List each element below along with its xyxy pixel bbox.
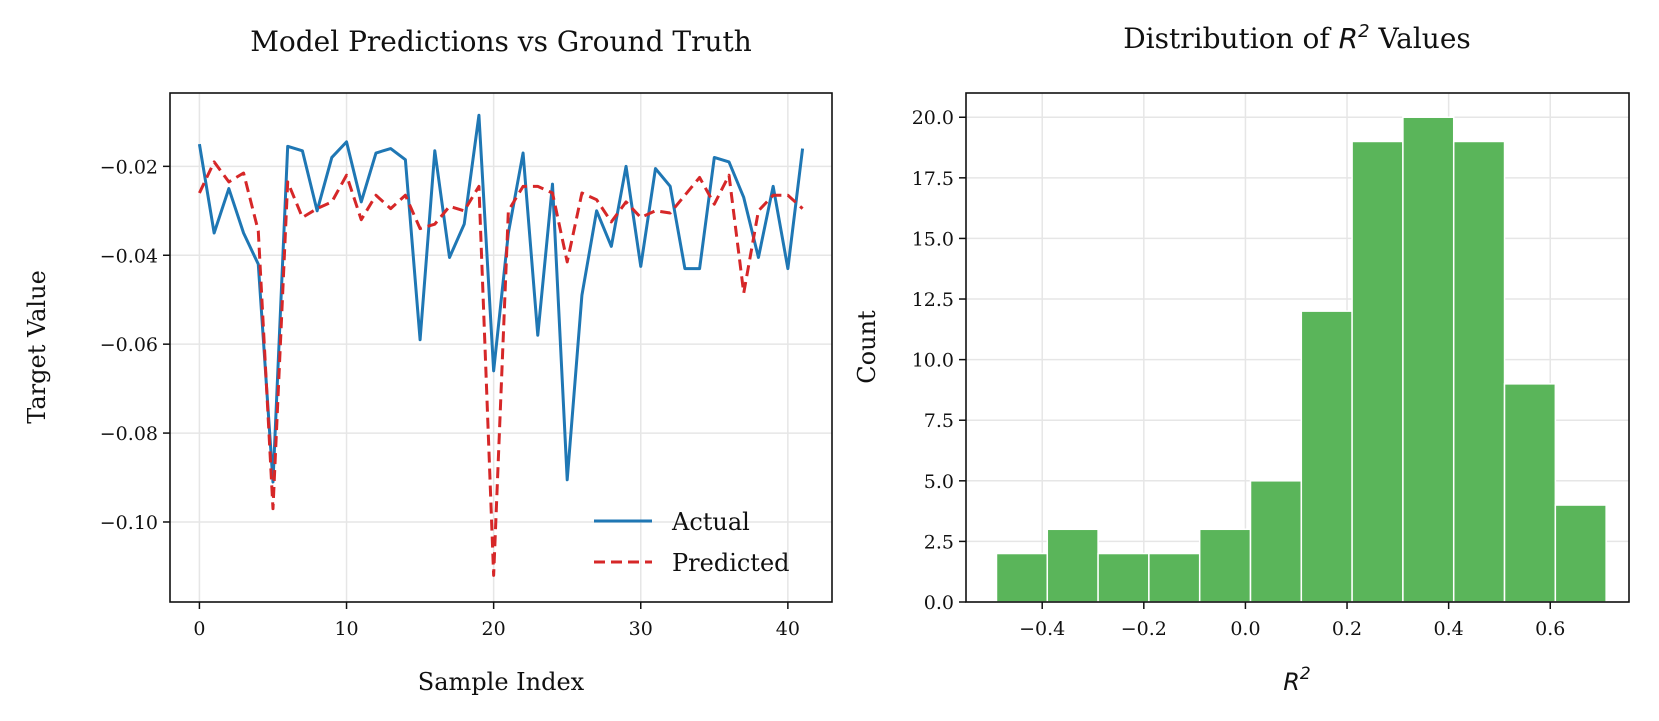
histogram-title: Distribution of R2 Values [1123,21,1471,55]
histogram-bar [1198,528,1252,603]
histogram-ytick-label: 20.0 [912,107,954,129]
series-line-predicted [198,160,804,577]
line-chart-panel: 0 10 20 30 40 −0.02 −0.04 −0.06 −0.08 −0.10 Model… [23,25,833,696]
histogram-ytick-label: 5.0 [924,471,954,493]
histogram-bar [1503,383,1557,603]
histogram-title-sup: 2 [1358,21,1369,42]
histogram-xlabel-sup: 2 [1300,664,1311,684]
histogram-bar [1452,140,1506,603]
histogram-ytick-label: 0.0 [924,592,954,614]
line-chart-ytick-label: −0.08 [100,423,158,445]
line-chart-ytick-label: −0.06 [100,334,158,356]
histogram-ytick-label: 10.0 [912,350,954,372]
line-chart-legend: Actual Predicted [594,508,790,577]
histogram-bar [1351,140,1404,603]
histogram-frame [965,92,1630,603]
histogram-ytick-label: 12.5 [912,289,954,311]
histogram-xtick-label: 0.0 [1230,618,1260,640]
histogram-xtick-label: 0.4 [1434,618,1464,640]
histogram-ytick-label: 7.5 [924,410,954,432]
line-chart-ytick-label: −0.10 [100,512,158,534]
line-chart-xtick-label: 20 [482,618,506,640]
line-chart-title: Model Predictions vs Ground Truth [250,25,752,58]
histogram-ylabel: Count [853,310,881,384]
histogram-bar [1249,480,1303,603]
histogram-bar [1148,552,1201,603]
line-chart-xlabel: Sample Index [418,668,585,696]
histogram-bar [1097,552,1150,603]
histogram-xtick-label: 0.2 [1332,618,1362,640]
legend-label-predicted: Predicted [672,549,790,577]
histogram-title-suffix: Values [1378,22,1471,55]
line-chart-xtick-label: 30 [629,618,653,640]
histogram-ytick-label: 17.5 [912,168,954,190]
line-chart-frame [169,92,833,603]
series-line-actual [197,113,805,484]
line-chart-xtick-label: 10 [334,618,358,640]
line-chart-ytick-label: −0.04 [100,245,158,267]
histogram-panel: −0.4 −0.2 0.0 0.2 0.4 0.6 0.0 2.5 5.0 7.5 10.0 12.5… [853,21,1630,696]
histogram-ytick-label: 2.5 [924,531,954,553]
histogram-xlabel: R2 [1283,664,1311,696]
histogram-bar [1300,310,1353,603]
histogram-xlabel-math: R [1283,668,1300,696]
line-chart-xtick-label: 40 [776,618,800,640]
legend-label-actual: Actual [671,508,750,536]
histogram-xtick-label: −0.4 [1019,618,1065,640]
histogram-xtick-label: −0.2 [1121,618,1167,640]
histogram-title-prefix: Distribution of [1123,22,1332,55]
histogram-bar [1402,116,1455,603]
histogram-title-math: R [1339,22,1358,55]
histogram-xtick-label: 0.6 [1535,618,1565,640]
histogram-bar [995,552,1049,603]
histogram-ytick-label: 15.0 [912,228,954,250]
line-chart-ylabel: Target Value [23,270,51,424]
histogram-bar [1554,504,1607,603]
line-chart-xtick-label: 0 [193,618,205,640]
histogram-bar [1046,528,1099,603]
line-chart-ytick-label: −0.02 [100,156,158,178]
